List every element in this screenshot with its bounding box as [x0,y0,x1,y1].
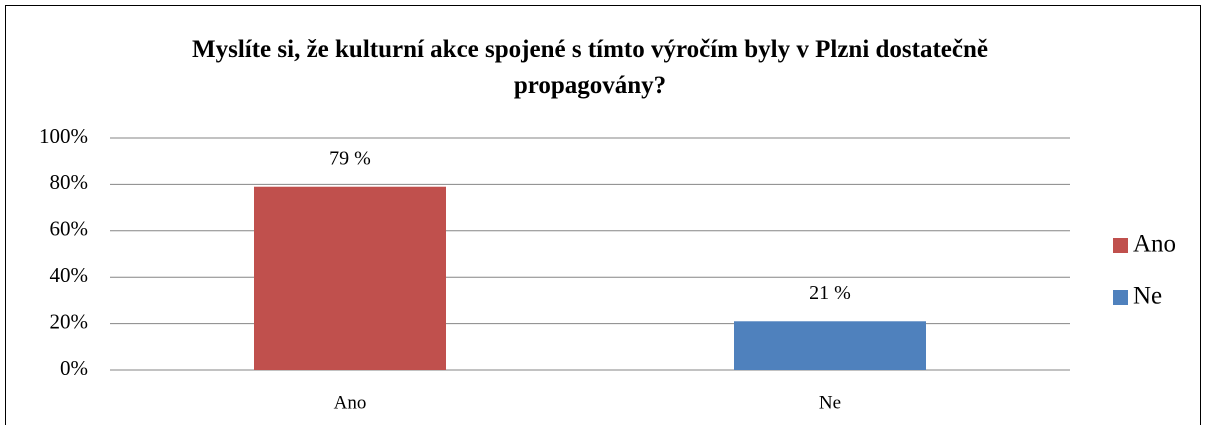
bar [734,321,926,370]
y-tick-label: 20% [50,309,89,333]
y-tick-label: 0% [60,356,88,380]
x-tick-label: Ne [819,392,841,413]
value-label: 21 % [809,282,851,304]
legend-label: Ano [1133,231,1176,258]
chart-frame [5,5,1201,425]
y-tick-label: 80% [50,170,89,194]
chart-title: Myslíte si, že kulturní akce spojené s t… [192,36,988,99]
legend-label: Ne [1133,283,1162,310]
value-label: 79 % [329,147,371,169]
y-tick-label: 40% [50,263,89,287]
x-tick-label: Ano [334,392,367,413]
y-tick-label: 100% [39,124,88,148]
bar [254,186,446,370]
legend-swatch [1113,238,1128,253]
legend-swatch [1113,290,1128,305]
y-tick-label: 60% [50,217,89,241]
